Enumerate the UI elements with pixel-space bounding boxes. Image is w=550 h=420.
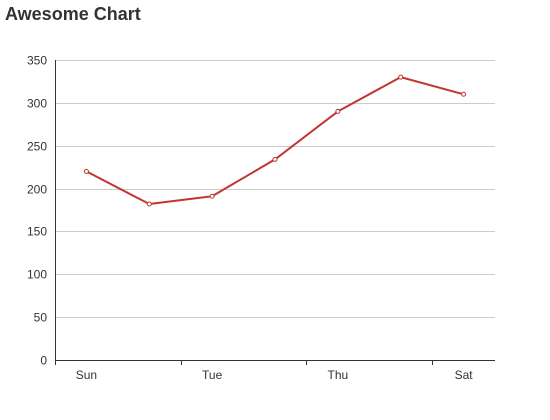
y-tick-label: 100 xyxy=(27,268,47,282)
axes: 0 50 100 150 200 250 300 350 Sun Tue Thu Sat xyxy=(27,54,495,382)
y-tick-label: 250 xyxy=(27,140,47,154)
y-tick-label: 300 xyxy=(27,97,47,111)
x-tick-label: Sat xyxy=(455,368,474,382)
data-point[interactable] xyxy=(146,201,152,207)
y-tick-label: 50 xyxy=(34,311,48,325)
x-tick-label: Thu xyxy=(328,368,349,382)
data-point[interactable] xyxy=(272,156,278,162)
data-point[interactable] xyxy=(335,108,341,114)
chart-title: Awesome Chart xyxy=(5,4,141,24)
data-point[interactable] xyxy=(83,168,89,174)
y-tick-label: 0 xyxy=(40,354,47,368)
grid-lines xyxy=(55,60,495,318)
y-tick-label: 150 xyxy=(27,225,47,239)
x-tick-label: Tue xyxy=(202,368,223,382)
series xyxy=(83,74,467,207)
y-tick-label: 350 xyxy=(27,54,47,68)
data-point[interactable] xyxy=(461,91,467,97)
y-tick-label: 200 xyxy=(27,183,47,197)
series-line xyxy=(85,76,464,205)
data-point[interactable] xyxy=(398,74,404,80)
x-tick-label: Sun xyxy=(76,368,97,382)
data-point[interactable] xyxy=(209,193,215,199)
